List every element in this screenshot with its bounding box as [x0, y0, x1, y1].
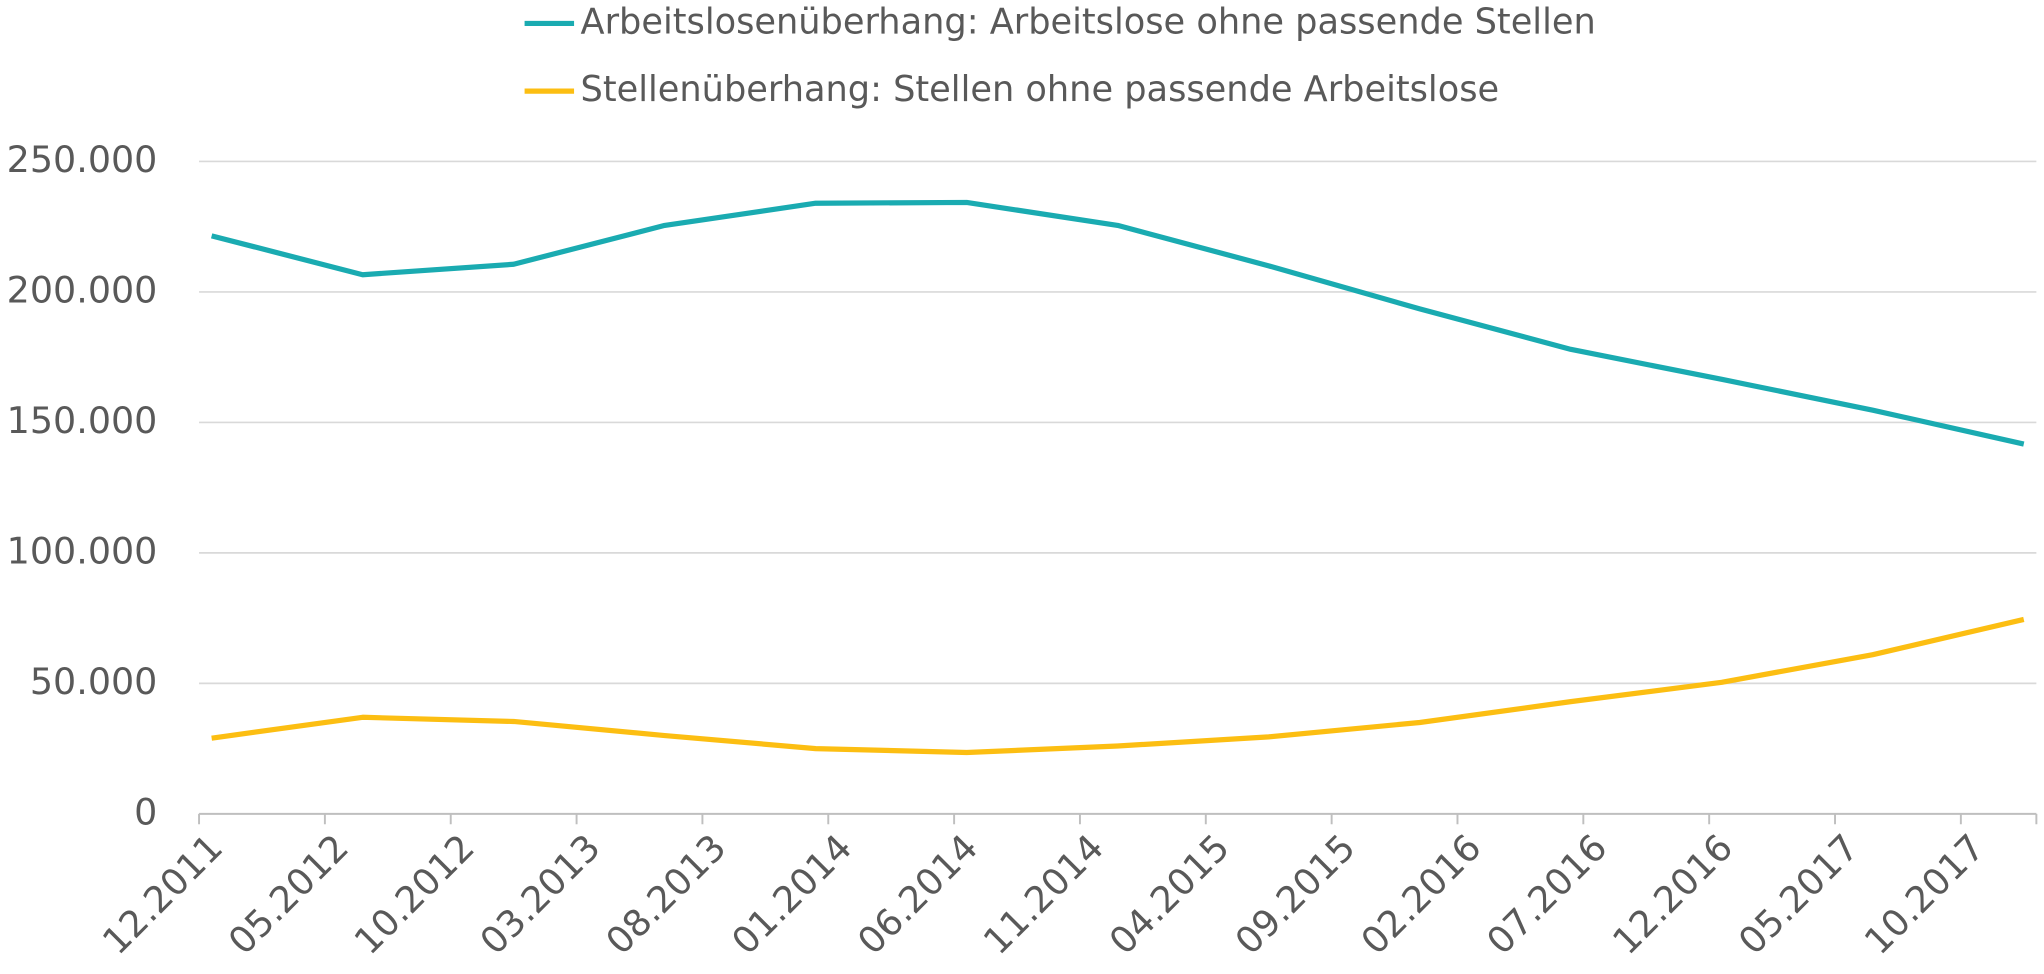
x-tick-label: 09.2015 — [1227, 826, 1364, 963]
x-tick-label: 12.2011 — [94, 826, 231, 963]
x-tick-label: 10.2017 — [1856, 826, 1993, 963]
x-tick-label: 01.2014 — [723, 826, 860, 963]
x-tick-label: 07.2016 — [1478, 826, 1615, 963]
x-tick-label: 04.2015 — [1101, 826, 1238, 963]
x-tick-label: 12.2016 — [1604, 826, 1741, 963]
line-series — [210, 199, 2025, 447]
x-tick-label: 05.2017 — [1730, 826, 1867, 963]
y-tick-label: 100.000 — [7, 529, 158, 572]
y-tick-label: 150.000 — [7, 399, 158, 442]
line-series — [211, 616, 2025, 756]
legend-label: Arbeitslosenüberhang: Arbeitslose ohne p… — [581, 1, 1596, 42]
legend-label: Stellenüberhang: Stellen ohne passende A… — [581, 69, 1500, 110]
x-tick-label: 05.2012 — [220, 826, 357, 963]
y-tick-label: 50.000 — [30, 660, 158, 703]
x-tick-label: 10.2012 — [346, 826, 483, 963]
y-tick-label: 0 — [134, 790, 157, 833]
x-tick-label: 03.2013 — [472, 826, 609, 963]
x-tick-label: 06.2014 — [849, 826, 986, 963]
y-tick-label: 250.000 — [7, 138, 158, 181]
x-tick-label: 08.2013 — [597, 826, 734, 963]
y-tick-label: 200.000 — [7, 268, 158, 311]
x-tick-label: 02.2016 — [1353, 826, 1490, 963]
x-tick-label: 11.2014 — [975, 826, 1112, 963]
legend: Arbeitslosenüberhang: Arbeitslose ohne p… — [524, 1, 1596, 110]
